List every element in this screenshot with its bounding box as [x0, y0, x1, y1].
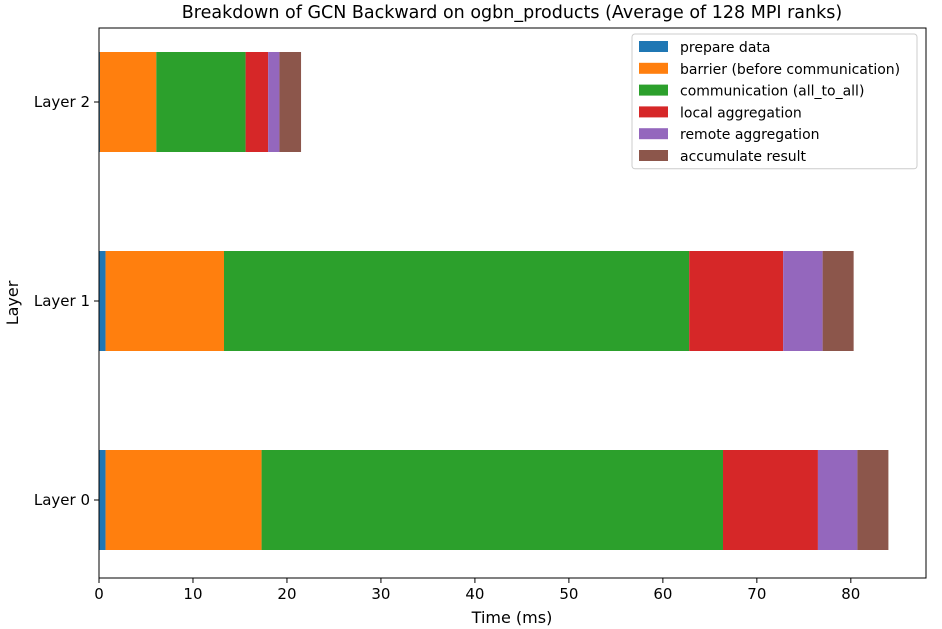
x-axis-title: Time (ms): [471, 608, 553, 627]
y-axis: Layer 0 Layer 1 Layer 2: [34, 93, 99, 509]
bar-layer-1-series-5: [822, 251, 854, 351]
bar-layer-2-series-1: [99, 52, 157, 152]
bar-layer-0-series-1: [105, 450, 262, 550]
x-axis: 0 10 20 30 40 50 60 70 80: [94, 578, 860, 603]
legend-swatch: [639, 41, 668, 52]
bar-layer-0-series-0: [99, 450, 106, 550]
x-tick-label: 20: [277, 585, 296, 603]
bar-layer-0-series-3: [723, 450, 818, 550]
x-tick-label: 60: [653, 585, 672, 603]
bar-layer-1-series-4: [783, 251, 823, 351]
legend-label: remote aggregation: [680, 127, 820, 143]
y-tick-label: Layer 0: [34, 491, 90, 509]
y-tick-label: Layer 1: [34, 292, 90, 310]
legend-label: communication (all_to_all): [680, 84, 864, 100]
bar-layer-1-series-3: [689, 251, 784, 351]
y-axis-title: Layer: [3, 280, 22, 325]
bar-layer-0-series-2: [261, 450, 724, 550]
bar-layer-2-series-3: [245, 52, 269, 152]
legend-label: barrier (before communication): [680, 62, 900, 78]
legend-swatch: [639, 128, 668, 140]
legend-swatch: [639, 106, 668, 118]
x-tick-label: 0: [94, 585, 104, 603]
bar-layer-2-series-4: [268, 52, 280, 152]
x-tick-label: 80: [841, 585, 860, 603]
legend-label: prepare data: [680, 40, 770, 56]
legend-swatch: [639, 150, 668, 161]
bars-layer: [99, 52, 889, 550]
x-tick-label: 70: [747, 585, 766, 603]
legend: prepare data barrier (before communicatio…: [631, 33, 918, 170]
bar-layer-0-series-5: [857, 450, 889, 550]
x-tick-label: 50: [559, 585, 578, 603]
bar-layer-1-series-2: [223, 251, 690, 351]
bar-layer-2-series-2: [156, 52, 246, 152]
legend-swatch: [639, 84, 668, 96]
chart-title: Breakdown of GCN Backward on ogbn_produc…: [182, 3, 842, 23]
bar-layer-1-series-0: [99, 251, 106, 351]
x-tick-label: 40: [465, 585, 484, 603]
plot-frame: [98, 27, 927, 579]
bar-layer-0-series-4: [817, 450, 858, 550]
bar-layer-2-series-5: [279, 52, 302, 152]
legend-swatch: [639, 62, 668, 74]
legend-label: accumulate result: [680, 149, 806, 165]
legend-label: local aggregation: [680, 105, 802, 121]
legend-frame: [631, 33, 918, 170]
bar-layer-1-series-1: [105, 251, 224, 351]
x-tick-label: 30: [371, 585, 390, 603]
y-tick-label: Layer 2: [34, 93, 90, 111]
x-tick-label: 10: [183, 585, 202, 603]
